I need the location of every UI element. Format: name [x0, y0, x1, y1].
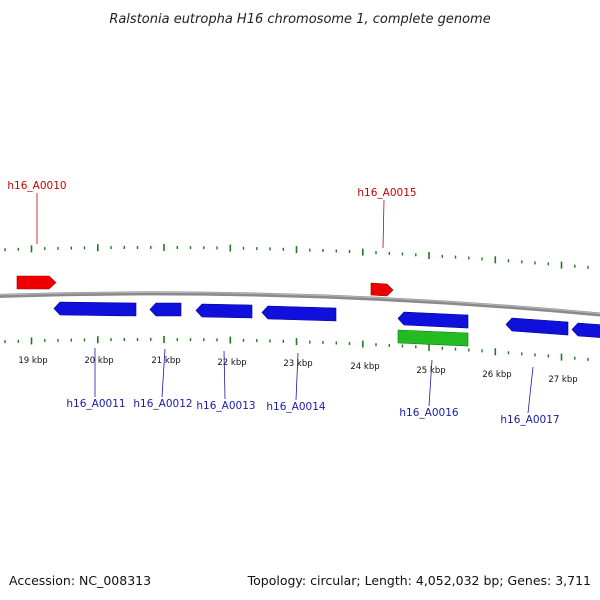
gene-h16-A0010[interactable] [16, 275, 57, 290]
label-h16-A0012[interactable]: h16_A0012 [133, 398, 192, 410]
upper-tick-track [4, 244, 589, 269]
scale-label-22kbp: 22 kbp [217, 358, 246, 368]
accession-text: Accession: NC_008313 [9, 573, 151, 588]
gene-partial-right[interactable] [571, 322, 600, 338]
gene-h16-A0014[interactable] [261, 305, 337, 322]
scale-label-19kbp: 19 kbp [18, 356, 47, 366]
gene-h16-A0015[interactable] [370, 282, 394, 297]
leader-h16-A0015 [382, 199, 385, 249]
label-h16-A0015[interactable]: h16_A0015 [357, 187, 416, 199]
label-h16-A0016[interactable]: h16_A0016 [399, 407, 458, 419]
scale-label-27kbp: 27 kbp [548, 375, 577, 385]
label-h16-A0011[interactable]: h16_A0011 [66, 398, 125, 410]
gene-h16-A0012[interactable] [149, 302, 182, 317]
scale-label-20kbp: 20 kbp [84, 356, 113, 366]
lower-tick-track [4, 336, 589, 361]
label-h16-A0010[interactable]: h16_A0010 [7, 180, 66, 192]
scale-label-24kbp: 24 kbp [350, 362, 379, 372]
gene-h16-A0013[interactable] [195, 303, 253, 319]
leader-h16-A0017 [527, 366, 534, 414]
leader-h16-A0012 [161, 348, 166, 398]
gene-h16-A0017[interactable] [505, 317, 569, 336]
feature-h16-A0016-highlight[interactable] [397, 329, 469, 347]
map-title: Ralstonia eutropha H16 chromosome 1, com… [109, 12, 490, 27]
topology-text: Topology: circular; Length: 4,052,032 bp… [247, 573, 591, 588]
label-h16-A0017[interactable]: h16_A0017 [500, 414, 559, 426]
leader-h16-A0016 [428, 359, 433, 407]
leader-h16-A0013 [223, 350, 226, 400]
chromosome-backbone [0, 291, 600, 317]
label-h16-A0014[interactable]: h16_A0014 [266, 401, 325, 413]
gene-h16-A0016[interactable] [397, 311, 469, 329]
gene-h16-A0011[interactable] [53, 301, 137, 317]
scale-label-21kbp: 21 kbp [151, 356, 180, 366]
scale-label-23kbp: 23 kbp [283, 359, 312, 369]
scale-label-26kbp: 26 kbp [482, 370, 511, 380]
leader-h16-A0014 [295, 352, 299, 401]
label-h16-A0013[interactable]: h16_A0013 [196, 400, 255, 412]
